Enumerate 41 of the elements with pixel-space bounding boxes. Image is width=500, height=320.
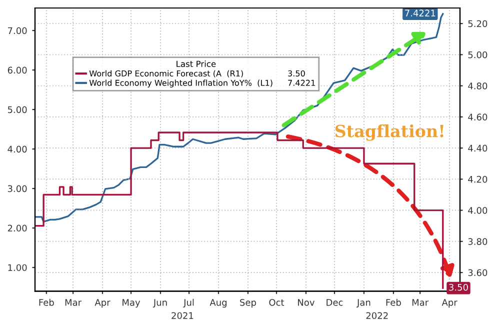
legend-title: Last Price	[176, 60, 216, 68]
y-tick-label: 2.00	[8, 224, 27, 232]
text: 7.4221	[288, 80, 315, 86]
x-tick-label: Feb	[386, 298, 401, 306]
y2-tick-label: 5.00	[468, 51, 488, 58]
x-tick-label: Aug	[210, 299, 226, 308]
y-tick-label: 6.00	[8, 66, 27, 74]
x-tick-label: Jul	[183, 298, 194, 308]
x-tick-label: Oct	[269, 299, 284, 306]
data-label: 3.50	[449, 284, 468, 291]
annotation: Stagflation!	[335, 124, 444, 141]
y2-tick-label: 3.60	[468, 269, 488, 276]
y2-tick-label: 4.40	[468, 144, 488, 152]
text: 2021	[172, 312, 194, 320]
y2-tick-label: 4.20	[468, 176, 488, 183]
legend-label: World GDP Economic Forecast (A (R1)	[89, 70, 243, 78]
x-tick-label: Nov	[298, 299, 315, 306]
data-label: 7.4221	[405, 10, 436, 16]
x-tick-label: Mar	[412, 299, 429, 306]
y2-tick-label: 3.80	[468, 238, 488, 245]
x-tick-label: Jan	[356, 299, 370, 308]
y2-tick-label: 4.00	[468, 207, 488, 214]
y-tick-label: 3.00	[8, 185, 27, 192]
x-tick-label: Mar	[65, 299, 82, 306]
x-tick-label: Dec	[326, 299, 343, 306]
y2-tick-label: 4.80	[468, 82, 488, 90]
x-tick-label: Jun	[152, 299, 167, 308]
y2-tick-label: 4.60	[468, 114, 488, 120]
text: 2022	[366, 312, 388, 320]
x-tick-label: Feb	[39, 298, 54, 306]
x-tick-label: May	[122, 299, 140, 308]
y-tick-label: 4.00	[8, 146, 27, 153]
y-tick-label: 1.00	[8, 264, 27, 272]
y2-tick-label: 5.20	[468, 20, 488, 28]
x-tick-label: Sep	[240, 299, 256, 308]
x-tick-label: Apr	[94, 299, 110, 308]
y-tick-label: 5.00	[8, 106, 27, 114]
legend-label: World Economy Weighted Inflation YoY% (L1)	[89, 80, 272, 88]
y-tick-label: 7.00	[8, 27, 27, 34]
x-tick-label: Apr	[442, 299, 458, 308]
text: 3.50	[288, 70, 305, 76]
